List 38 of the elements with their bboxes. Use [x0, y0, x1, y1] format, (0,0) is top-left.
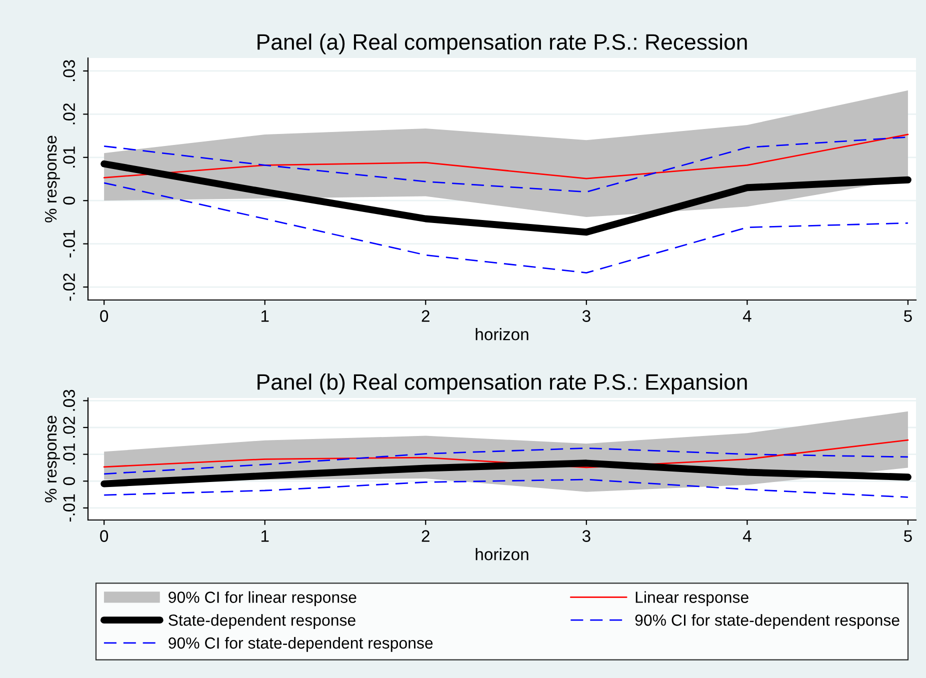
x-tick-label: 3: [582, 530, 590, 542]
y-axis-title: % response: [44, 136, 60, 222]
legend-label: Linear response: [636, 591, 748, 606]
x-tick-label: 0: [100, 310, 108, 322]
x-tick-label: 2: [422, 310, 430, 322]
x-tick-label: 4: [742, 530, 752, 542]
x-axis-title: horizon: [476, 548, 528, 560]
y-tick-label: -.01: [63, 494, 75, 522]
x-tick-label: 5: [904, 310, 912, 322]
legend-label: 90% CI for state-dependent response: [168, 636, 433, 652]
text: 90% CI for linear response: [168, 591, 356, 606]
y-tick-label: .02: [63, 103, 75, 124]
line-series: [103, 134, 909, 180]
y-tick-label: -.02: [63, 274, 75, 301]
line-series: [103, 182, 909, 274]
chart-title: Panel (b) Real compensation rate P.S.: Expansion: [258, 374, 747, 394]
x-tick-label: 5: [904, 530, 912, 542]
legend-label: State-dependent response: [168, 614, 356, 629]
y-tick-label: .02: [63, 416, 75, 438]
line-series: [103, 478, 909, 498]
chart-title: Panel (a) Real compensation rate P.S.: Recession: [258, 34, 747, 54]
x-tick-label: 1: [261, 310, 269, 322]
y-tick-label: .03: [63, 60, 75, 82]
y-tick-label: .03: [63, 390, 75, 411]
line-series: [103, 447, 909, 475]
y-tick-label: .01: [63, 146, 75, 168]
x-axis-title: horizon: [476, 328, 528, 340]
y-tick-label: 0: [63, 196, 75, 205]
x-tick-label: 3: [582, 310, 590, 322]
x-tick-label: 1: [261, 530, 269, 542]
y-tick-label: .01: [63, 444, 75, 464]
y-axis-title: % response: [44, 416, 60, 502]
y-tick-label: -.01: [63, 230, 75, 258]
y-tick-label: 0: [63, 477, 75, 486]
legend-label: 90% CI for state-dependent response: [635, 614, 900, 629]
x-tick-label: 2: [422, 530, 430, 542]
x-tick-label: 0: [100, 530, 108, 542]
x-tick-label: 4: [742, 310, 752, 322]
